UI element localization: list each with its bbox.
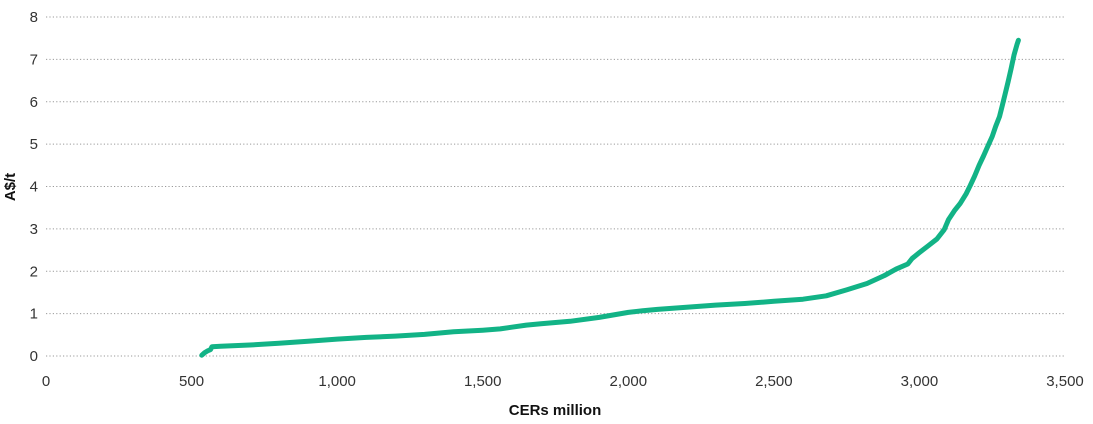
y-tick-label: 1 [30, 306, 38, 323]
x-axis-title: CERs million [509, 402, 602, 419]
x-tick-label: 3,500 [1046, 373, 1084, 390]
y-tick-label: 2 [30, 263, 38, 280]
y-axis-ticks: 0 1 2 3 4 5 6 7 8 [30, 9, 38, 365]
x-axis-ticks: 0 500 1,000 1,500 2,000 2,500 3,000 3,500 [42, 373, 1084, 390]
series-line-0 [199, 37, 1021, 358]
y-tick-label: 8 [30, 9, 38, 26]
x-tick-label: 1,000 [318, 373, 356, 390]
x-tick-label: 2,000 [610, 373, 648, 390]
series-layer [199, 37, 1021, 358]
y-tick-label: 0 [30, 348, 38, 365]
x-tick-label: 1,500 [464, 373, 502, 390]
x-tick-label: 2,500 [755, 373, 793, 390]
x-tick-label: 3,000 [901, 373, 939, 390]
gridlines [46, 16, 1065, 357]
y-tick-label: 5 [30, 136, 38, 153]
y-tick-label: 6 [30, 94, 38, 111]
y-tick-label: 3 [30, 221, 38, 238]
x-tick-label: 500 [179, 373, 204, 390]
y-tick-label: 4 [30, 179, 38, 196]
y-axis-title: A$/t [2, 173, 19, 201]
x-tick-label: 0 [42, 373, 50, 390]
y-tick-label: 7 [30, 51, 38, 68]
